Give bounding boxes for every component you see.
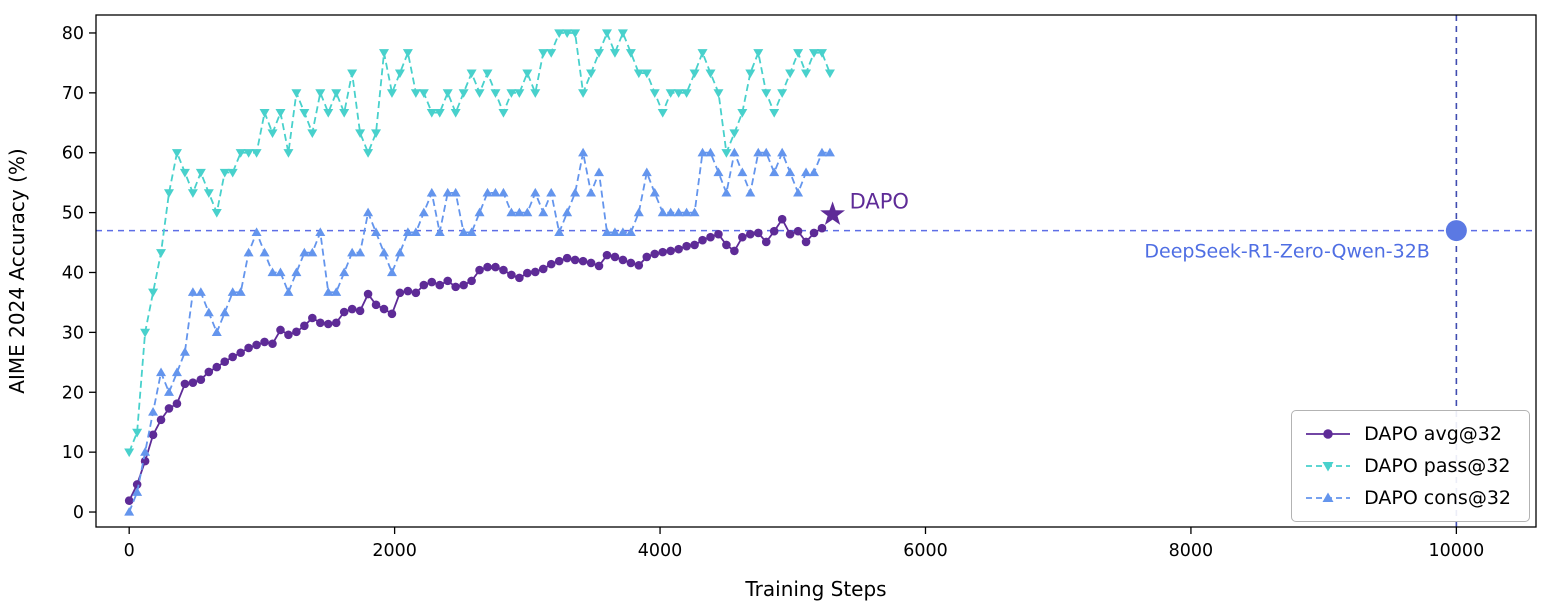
y-tick-label: 0 — [73, 503, 84, 523]
series-dapo-cons32 — [124, 147, 835, 516]
x-tick-label: 8000 — [1169, 541, 1214, 561]
y-tick-label: 40 — [62, 263, 84, 283]
y-tick-label: 50 — [62, 204, 84, 224]
legend: DAPO avg@32 DAPO pass@32 DAPO cons@32 — [1291, 410, 1530, 522]
legend-item-dapo-avg32: DAPO avg@32 — [1304, 423, 1511, 445]
x-tick-label: 2000 — [372, 541, 417, 561]
cons32-line-marker-icon — [1306, 492, 1351, 502]
legend-label-pass32: DAPO pass@32 — [1364, 455, 1511, 477]
x-tick-label: 0 — [124, 541, 135, 561]
series-dapo-avg32 — [124, 214, 827, 505]
x-tick-label: 4000 — [638, 541, 683, 561]
avg32-line-marker-icon — [1306, 429, 1351, 439]
dapo-final-star-icon — [820, 201, 845, 225]
x-tick-label: 6000 — [903, 541, 948, 561]
y-tick-label: 10 — [62, 443, 84, 463]
axis-ticks: 0 2000 4000 6000 8000 10000 0 10 20 30 40 50 60 70 80 — [62, 24, 1484, 561]
plot-border — [95, 14, 1537, 528]
x-tick-label: 10000 — [1429, 541, 1485, 561]
y-tick-label: 60 — [62, 144, 84, 164]
y-tick-label: 70 — [62, 84, 84, 104]
y-tick-label: 80 — [62, 24, 84, 44]
legend-label-cons32: DAPO cons@32 — [1364, 487, 1511, 509]
deepseek-baseline-annotation: DeepSeek-R1-Zero-Qwen-32B — [1144, 241, 1429, 263]
y-axis-label: AIME 2024 Accuracy (%) — [5, 148, 29, 393]
legend-item-dapo-cons32: DAPO cons@32 — [1304, 487, 1511, 509]
series-dapo-cons32-line — [128, 149, 830, 513]
legend-label-avg32: DAPO avg@32 — [1364, 423, 1502, 445]
series-dapo-pass32 — [124, 29, 835, 458]
pass32-line-marker-icon — [1306, 462, 1351, 472]
deepseek-endpoint-dot — [1445, 220, 1467, 242]
x-axis-label: Training Steps — [744, 577, 886, 601]
legend-item-dapo-pass32: DAPO pass@32 — [1304, 455, 1511, 477]
dapo-annotation: DAPO — [850, 189, 909, 213]
y-tick-label: 30 — [62, 323, 84, 343]
y-tick-label: 20 — [62, 383, 84, 403]
